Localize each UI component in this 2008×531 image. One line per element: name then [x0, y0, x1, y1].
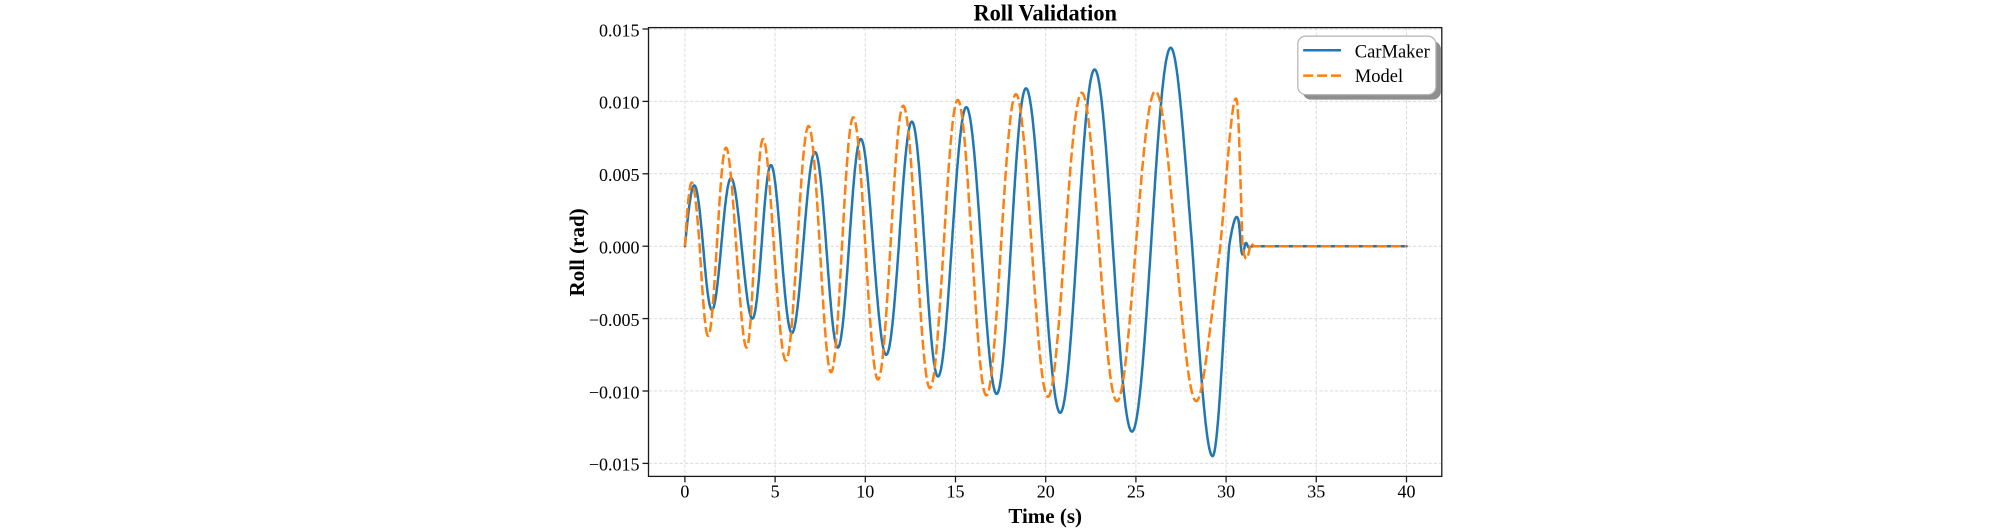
svg-text:0.005: 0.005	[599, 165, 640, 185]
svg-text:30: 30	[1217, 481, 1235, 501]
svg-text:CarMaker: CarMaker	[1355, 42, 1430, 62]
svg-text:15: 15	[947, 481, 965, 501]
svg-text:0.015: 0.015	[599, 20, 640, 40]
svg-text:40: 40	[1398, 481, 1416, 501]
svg-text:Time (s): Time (s)	[1008, 504, 1082, 528]
svg-text:5: 5	[771, 481, 780, 501]
svg-text:0.010: 0.010	[599, 93, 640, 113]
svg-text:25: 25	[1127, 481, 1145, 501]
svg-text:Model: Model	[1355, 67, 1403, 87]
svg-text:0.000: 0.000	[599, 238, 640, 258]
svg-text:Roll Validation: Roll Validation	[973, 0, 1117, 25]
svg-text:−0.010: −0.010	[589, 382, 640, 402]
svg-text:35: 35	[1307, 481, 1325, 501]
svg-text:0: 0	[680, 481, 689, 501]
svg-text:10: 10	[856, 481, 874, 501]
svg-text:20: 20	[1037, 481, 1055, 501]
svg-text:−0.015: −0.015	[589, 455, 640, 475]
svg-text:Roll (rad): Roll (rad)	[565, 208, 589, 296]
svg-text:−0.005: −0.005	[589, 310, 640, 330]
